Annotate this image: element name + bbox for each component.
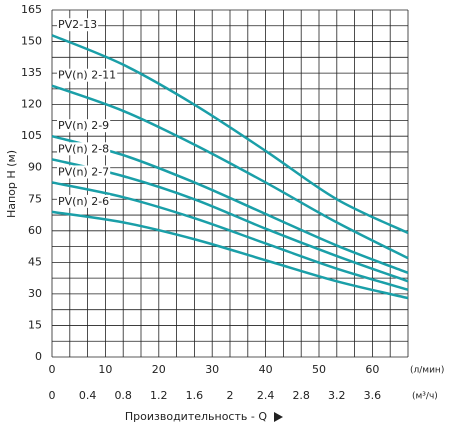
series-label: PV(n) 2-9: [58, 119, 109, 132]
y-tick-label: 150: [21, 35, 42, 48]
y-tick-label: 75: [28, 192, 42, 205]
x-tick-label: 1.2: [150, 389, 168, 402]
x2-tick-label: 40: [259, 363, 273, 376]
label-bg: [57, 68, 118, 82]
x-tick-label: 2: [227, 389, 234, 402]
label-bg: [57, 194, 111, 208]
y-tick-label: 30: [28, 287, 42, 300]
x-tick-label: 0.4: [79, 389, 97, 402]
x-tick-label: 3.2: [328, 389, 346, 402]
y-tick-label: 15: [28, 318, 42, 331]
y-tick-label: 120: [21, 98, 42, 111]
x-axis-label: Производительность - Q: [125, 410, 267, 423]
x-tick-label: 2.4: [257, 389, 275, 402]
x2-unit: (л/мин): [410, 366, 444, 376]
series-label: PV(n) 2-6: [58, 195, 109, 208]
curve: [51, 34, 409, 235]
y-tick-label: 45: [28, 255, 42, 268]
y-tick-label: 105: [21, 129, 42, 142]
y-tick-label: 165: [21, 3, 42, 16]
label-bg: [57, 142, 111, 156]
y-tick-label: 135: [21, 66, 42, 79]
label-bg: [57, 165, 111, 179]
x2-tick-label: 30: [205, 363, 219, 376]
label-bg: [57, 18, 99, 32]
x-unit: (м³/ч): [412, 392, 438, 402]
x-tick-label: 0: [49, 389, 56, 402]
curve: [51, 210, 409, 300]
y-tick-label: 0: [35, 350, 42, 363]
y-axis-label: Напор H (м): [5, 150, 18, 218]
x-tick-label: 3.6: [364, 389, 382, 402]
y-tick-label: 60: [28, 224, 42, 237]
curve: [51, 134, 409, 275]
x2-tick-label: 60: [365, 363, 379, 376]
label-bg: [57, 119, 111, 133]
x-tick-label: 0.8: [114, 389, 132, 402]
arrow: [274, 412, 283, 422]
curve: [51, 158, 409, 283]
x2-tick-label: 10: [98, 363, 112, 376]
x-tick-label: 2.8: [292, 389, 310, 402]
x2-tick-label: 20: [152, 363, 166, 376]
x-tick-label: 1.6: [186, 389, 204, 402]
curve: [51, 181, 409, 291]
series-label: PV(n) 2-11: [58, 69, 116, 82]
series-label: PV(n) 2-8: [58, 142, 109, 155]
series-label: PV2-13: [58, 18, 97, 31]
series-label: PV(n) 2-7: [58, 165, 109, 178]
x2-tick-label: 50: [312, 363, 326, 376]
x2-tick-label: 0: [49, 363, 56, 376]
curve: [51, 84, 409, 260]
y-tick-label: 90: [28, 161, 42, 174]
